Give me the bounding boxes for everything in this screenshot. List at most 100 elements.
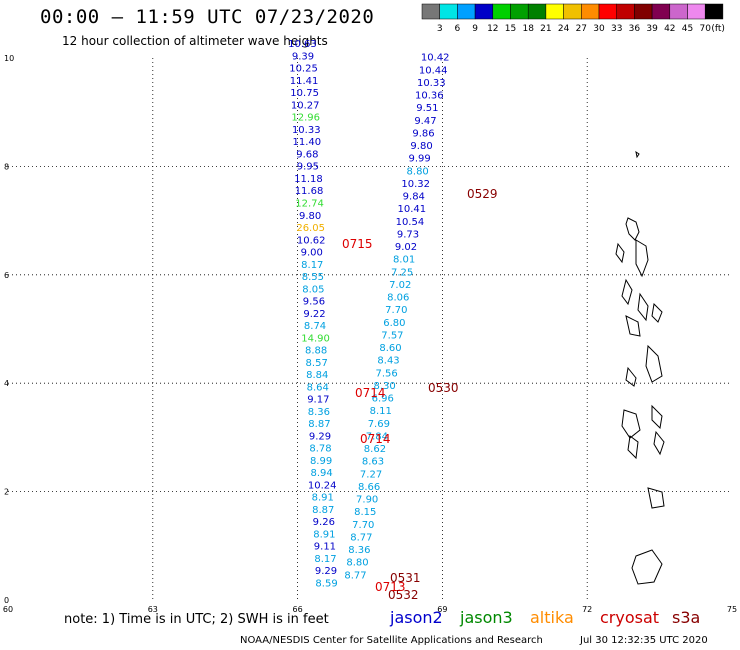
island-outline bbox=[637, 292, 649, 322]
wave-height-value: 10.27 bbox=[291, 100, 320, 111]
wave-height-value: 8.66 bbox=[358, 482, 380, 493]
wave-height-value: 10.44 bbox=[419, 65, 448, 76]
legend-tick-label: 9 bbox=[472, 24, 478, 34]
wave-height-value: 8.59 bbox=[315, 578, 337, 589]
wave-height-value: 11.40 bbox=[292, 137, 321, 148]
wave-height-value: 10.62 bbox=[297, 235, 326, 246]
wave-height-value: 8.15 bbox=[354, 507, 376, 518]
legend-tick-label: 33 bbox=[611, 24, 622, 34]
legend-tick-label: 6 bbox=[455, 24, 461, 34]
wave-height-value: 8.11 bbox=[370, 406, 392, 417]
legend-tick-label: 45 bbox=[682, 24, 693, 34]
y-tick-label: 0 bbox=[4, 596, 9, 605]
color-scale-legend: 3 6 9 12 15 18 21 24 27 30 33 36 39 42 45 70 (ft) bbox=[421, 3, 725, 34]
legend-tick-label: 15 bbox=[505, 24, 516, 34]
wave-height-value: 9.47 bbox=[414, 116, 436, 127]
wave-height-value: 9.17 bbox=[307, 395, 329, 406]
wave-height-value: 10.41 bbox=[398, 204, 427, 215]
island-outline bbox=[651, 404, 663, 430]
wave-height-value: 10.33 bbox=[417, 78, 446, 89]
wave-height-value: 8.55 bbox=[302, 272, 324, 283]
island-outline bbox=[645, 344, 663, 383]
wave-height-value: 8.30 bbox=[374, 381, 396, 392]
wave-height-value: 7.02 bbox=[389, 280, 411, 291]
x-tick-label: 66 bbox=[293, 605, 303, 614]
wave-height-value: 8.63 bbox=[362, 457, 384, 468]
wave-height-value: 8.43 bbox=[377, 356, 399, 367]
wave-height-value: 9.51 bbox=[416, 103, 438, 114]
wave-height-value: 10.36 bbox=[415, 91, 444, 102]
wave-height-value: 8.60 bbox=[379, 343, 401, 354]
wave-height-value: 8.17 bbox=[314, 554, 336, 565]
satellite-label-s3a: s3a bbox=[672, 608, 701, 627]
wave-height-value: 8.91 bbox=[312, 493, 334, 504]
wave-height-value: 10.63 bbox=[288, 39, 317, 50]
island-outline bbox=[615, 242, 625, 264]
wave-height-value: 9.80 bbox=[299, 211, 321, 222]
wave-height-value: 6.96 bbox=[372, 394, 394, 405]
legend-tick-label: 24 bbox=[558, 24, 570, 34]
wave-height-value: 8.17 bbox=[301, 260, 323, 271]
wave-height-value: 9.80 bbox=[410, 141, 432, 152]
legend-tick-label: 30 bbox=[593, 24, 605, 34]
wave-height-value: 10.75 bbox=[290, 88, 319, 99]
wave-height-value: 10.24 bbox=[308, 480, 337, 491]
wave-height-value: 7.69 bbox=[368, 419, 390, 430]
time-label: 0713 bbox=[375, 580, 406, 594]
wave-height-value: 9.02 bbox=[395, 242, 417, 253]
satellite-label-altika: altika bbox=[530, 608, 574, 627]
x-tick-label: 75 bbox=[727, 605, 737, 614]
time-label: 0714 bbox=[355, 386, 386, 400]
wave-height-value: 8.57 bbox=[306, 358, 328, 369]
wave-height-value: 9.29 bbox=[309, 431, 331, 442]
island-outline bbox=[631, 549, 663, 585]
island-outline bbox=[653, 430, 665, 456]
island-outline bbox=[635, 239, 649, 278]
wave-height-value: 12.74 bbox=[295, 198, 324, 209]
wave-height-value: 11.68 bbox=[295, 186, 324, 197]
wave-height-value: 9.22 bbox=[303, 309, 325, 320]
wave-height-value: 8.01 bbox=[393, 255, 415, 266]
wave-height-value: 7.56 bbox=[375, 368, 397, 379]
x-tick-label: 60 bbox=[3, 605, 13, 614]
wave-height-value: 9.11 bbox=[314, 542, 336, 553]
legend-tick-label: 70 bbox=[699, 24, 711, 34]
wave-height-value: 11.41 bbox=[290, 76, 319, 87]
legend-swatch bbox=[704, 3, 724, 20]
time-label: 0529 bbox=[467, 187, 498, 201]
wave-height-value: 7.70 bbox=[352, 520, 374, 531]
wave-height-value: 9.95 bbox=[297, 162, 319, 173]
wave-height-value: 8.77 bbox=[344, 570, 366, 581]
legend-tick-label: 36 bbox=[629, 24, 641, 34]
island-outline bbox=[647, 487, 665, 509]
x-tick-label: 63 bbox=[148, 605, 158, 614]
wave-height-value: 8.05 bbox=[302, 284, 324, 295]
time-label: 0530 bbox=[428, 381, 459, 395]
y-tick-label: 2 bbox=[4, 488, 9, 497]
satellite-label-jason3: jason3 bbox=[460, 608, 513, 627]
wave-height-value: 11.18 bbox=[294, 174, 323, 185]
wave-height-value: 8.64 bbox=[307, 382, 329, 393]
legend-tick-label: 27 bbox=[576, 24, 587, 34]
legend-tick-label: 39 bbox=[646, 24, 658, 34]
wave-height-value: 12.96 bbox=[291, 113, 320, 124]
satellite-label-cryosat: cryosat bbox=[600, 608, 660, 627]
x-tick-label: 69 bbox=[437, 605, 447, 614]
y-tick-label: 8 bbox=[4, 162, 9, 171]
wave-height-value: 10.25 bbox=[289, 64, 318, 75]
island-outline bbox=[621, 409, 641, 439]
wave-height-value: 8.88 bbox=[305, 346, 327, 357]
wave-height-value: 9.99 bbox=[408, 154, 430, 165]
wave-height-value: 8.80 bbox=[346, 558, 368, 569]
legend-unit: (ft) bbox=[711, 24, 725, 34]
time-label: 0714 bbox=[360, 432, 391, 446]
wave-height-value: 7.90 bbox=[356, 495, 378, 506]
legend-tick-label: 18 bbox=[522, 24, 534, 34]
wave-height-value: 10.42 bbox=[421, 53, 450, 64]
wave-height-value: 8.99 bbox=[310, 456, 332, 467]
time-label: 0532 bbox=[388, 588, 419, 602]
wave-height-value: 8.36 bbox=[308, 407, 330, 418]
island-outline bbox=[625, 217, 640, 241]
wave-height-value: 9.84 bbox=[403, 192, 425, 203]
wave-height-value: 7.84 bbox=[366, 431, 388, 442]
